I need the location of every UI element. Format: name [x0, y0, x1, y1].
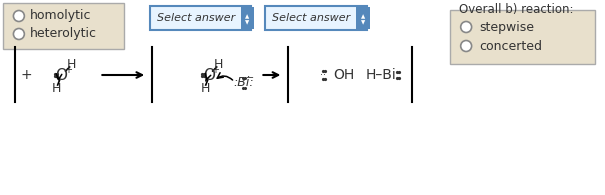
- Text: −: −: [246, 73, 255, 83]
- Text: +: +: [20, 68, 31, 82]
- FancyBboxPatch shape: [150, 6, 252, 30]
- Text: ··: ··: [320, 70, 326, 80]
- Bar: [356, 7, 370, 29]
- Text: H: H: [67, 58, 76, 71]
- Bar: [241, 7, 255, 29]
- Text: concerted: concerted: [479, 40, 542, 52]
- Circle shape: [460, 21, 472, 33]
- Text: O: O: [203, 67, 215, 82]
- FancyBboxPatch shape: [450, 10, 595, 64]
- Text: O: O: [56, 67, 68, 82]
- Text: Select answer: Select answer: [272, 13, 350, 23]
- Circle shape: [460, 41, 472, 51]
- Circle shape: [13, 11, 24, 21]
- Text: ▼: ▼: [246, 20, 250, 26]
- Text: stepwise: stepwise: [479, 20, 534, 34]
- Text: Select answer: Select answer: [157, 13, 235, 23]
- FancyBboxPatch shape: [3, 3, 124, 49]
- Text: H: H: [214, 58, 223, 71]
- Circle shape: [13, 28, 24, 40]
- Text: ▲: ▲: [246, 14, 250, 20]
- Text: ▲: ▲: [361, 14, 365, 20]
- Text: OH: OH: [333, 68, 354, 82]
- Text: +: +: [64, 65, 71, 75]
- Text: homolytic: homolytic: [30, 10, 91, 22]
- Text: H: H: [52, 82, 61, 95]
- Text: +: +: [211, 65, 218, 75]
- Text: :Bi:: :Bi:: [233, 76, 254, 90]
- Text: H–Bi:: H–Bi:: [366, 68, 401, 82]
- Text: ▼: ▼: [361, 20, 365, 26]
- Text: heterolytic: heterolytic: [30, 27, 97, 41]
- Text: H: H: [201, 82, 211, 95]
- Text: Overall b) reaction:: Overall b) reaction:: [459, 3, 574, 16]
- FancyBboxPatch shape: [266, 6, 367, 30]
